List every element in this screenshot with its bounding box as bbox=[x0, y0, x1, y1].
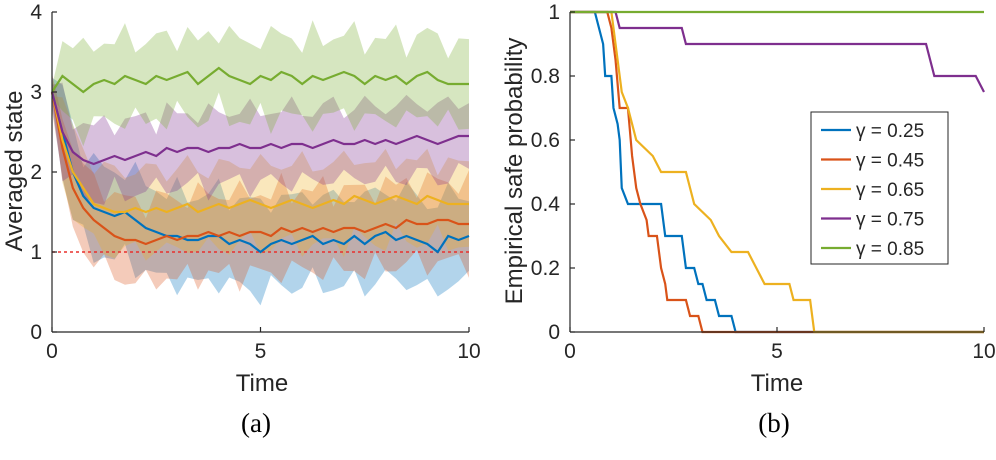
line-0-45 bbox=[50, 91, 469, 246]
panel-b-xtick-label: 10 bbox=[972, 340, 995, 363]
panel-b: 0 5 10 0 0.2 0.4 0.6 0.8 1 γ = 0.25 γ = 0.45 γ = 0… bbox=[501, 1, 996, 438]
panel-a-xlabel: Time bbox=[236, 370, 288, 397]
panel-b-caption: (b) bbox=[758, 408, 789, 438]
line-0-85 bbox=[51, 66, 469, 94]
legend-box bbox=[810, 111, 949, 265]
line-0-25 bbox=[570, 10, 984, 334]
panel-a-xtick-label: 0 bbox=[46, 340, 58, 363]
panel-a: 0 5 10 0 1 2 3 4 Time Averaged state (a) bbox=[1, 1, 481, 438]
panel-a-ytick-label: 1 bbox=[30, 241, 42, 264]
legend-label: γ = 0.85 bbox=[856, 239, 924, 260]
panel-a-ytick-label: 4 bbox=[30, 1, 42, 24]
band-0-85 bbox=[52, 20, 469, 147]
panel-a-ylabel: Averaged state bbox=[1, 90, 28, 251]
panel-b-ytick-label: 0.2 bbox=[531, 257, 560, 280]
band-0-25 bbox=[52, 77, 469, 306]
panel-b-ytick-label: 0 bbox=[548, 321, 560, 344]
panel-b-ytick-label: 0.4 bbox=[531, 193, 561, 216]
panel-a-ytick-label: 0 bbox=[30, 321, 42, 344]
panel-a-xtick-label: 5 bbox=[255, 340, 267, 363]
panel-a-ytick-label: 2 bbox=[30, 161, 42, 184]
panel-b-ytick-label: 1 bbox=[548, 1, 560, 24]
line-0-65 bbox=[570, 10, 984, 334]
line-0-75 bbox=[50, 91, 469, 166]
panel-b-ylabel: Empirical safe probability bbox=[501, 38, 528, 305]
panel-b-xlabel: Time bbox=[751, 370, 803, 397]
panel-b-ytick-label: 0.8 bbox=[531, 65, 560, 88]
line-0-25 bbox=[50, 91, 470, 254]
panel-a-caption: (a) bbox=[241, 408, 271, 438]
legend-label: γ = 0.45 bbox=[856, 151, 924, 172]
legend-label: γ = 0.75 bbox=[856, 210, 924, 231]
panel-b-ytick-label: 0.6 bbox=[531, 129, 560, 152]
panel-b-xtick-label: 5 bbox=[771, 340, 783, 363]
line-0-65 bbox=[50, 91, 469, 214]
legend-label: γ = 0.65 bbox=[856, 180, 924, 201]
band-0-65 bbox=[52, 87, 469, 261]
band-0-45 bbox=[52, 73, 469, 292]
band-0-75 bbox=[52, 82, 469, 205]
panel-b-xtick-label: 0 bbox=[564, 340, 576, 363]
legend-label: γ = 0.25 bbox=[856, 121, 924, 142]
panel-a-xtick-label: 10 bbox=[457, 340, 480, 363]
line-0-45 bbox=[570, 10, 984, 334]
line-0-75 bbox=[570, 10, 985, 93]
panel-a-ytick-label: 3 bbox=[30, 81, 42, 104]
